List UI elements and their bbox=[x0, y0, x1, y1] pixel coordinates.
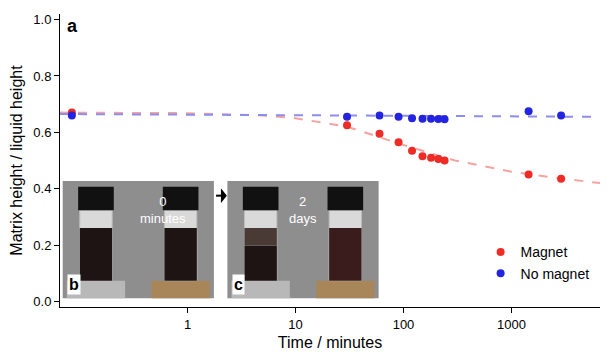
svg-text:0minutes: 0minutes bbox=[140, 194, 186, 226]
svg-text:0.0: 0.0 bbox=[33, 294, 51, 309]
svg-text:1: 1 bbox=[184, 317, 191, 332]
svg-text:0.2: 0.2 bbox=[33, 238, 51, 253]
svg-text:Matrix height / liquid height: Matrix height / liquid height bbox=[8, 65, 25, 256]
svg-text:Magnet: Magnet bbox=[521, 244, 568, 260]
svg-text:Time / minutes: Time / minutes bbox=[278, 334, 382, 351]
svg-text:10: 10 bbox=[288, 317, 302, 332]
svg-text:a: a bbox=[67, 16, 78, 36]
svg-text:1.0: 1.0 bbox=[33, 12, 51, 27]
svg-text:2days: 2days bbox=[289, 194, 317, 226]
svg-text:100: 100 bbox=[393, 317, 415, 332]
svg-text:b: b bbox=[69, 276, 79, 293]
svg-text:1000: 1000 bbox=[497, 317, 526, 332]
svg-text:0.8: 0.8 bbox=[33, 69, 51, 84]
svg-text:0.4: 0.4 bbox=[33, 181, 51, 196]
svg-text:No magnet: No magnet bbox=[521, 266, 590, 282]
svg-text:c: c bbox=[234, 276, 243, 293]
svg-text:0.6: 0.6 bbox=[33, 125, 51, 140]
